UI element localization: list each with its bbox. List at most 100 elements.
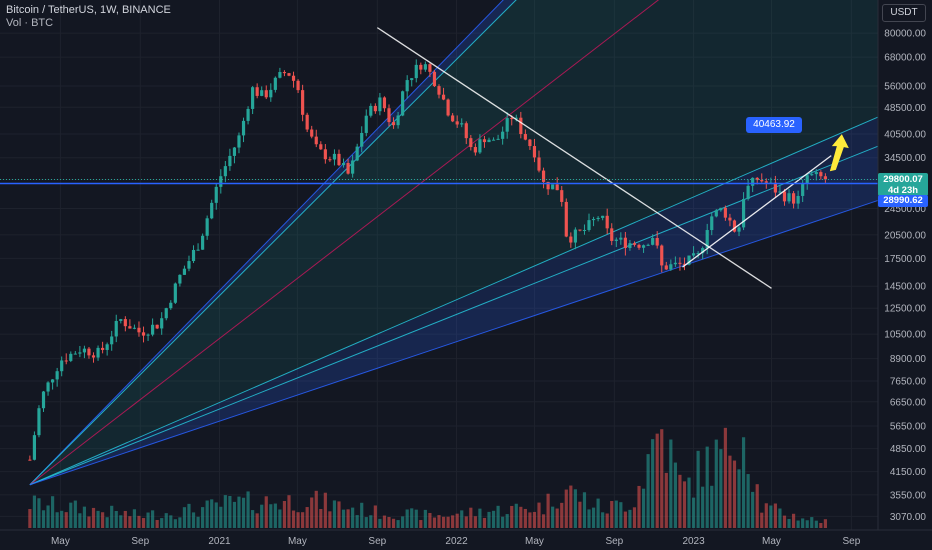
candle-body xyxy=(705,230,709,249)
x-tick-label: May xyxy=(525,536,544,547)
candle-body xyxy=(228,155,232,167)
volume-bar xyxy=(91,507,96,528)
volume-bar xyxy=(623,511,627,528)
volume-bar xyxy=(341,509,346,528)
volume-bar xyxy=(569,485,573,528)
volume-bar xyxy=(537,502,541,528)
volume-bar xyxy=(755,484,759,528)
volume-bar xyxy=(28,509,32,528)
candle-body xyxy=(410,78,414,81)
candle-body xyxy=(196,249,200,251)
y-tick-label: 68000.00 xyxy=(884,53,926,64)
candle-body xyxy=(119,319,123,321)
volume-bar xyxy=(791,513,796,528)
y-tick-label: 4850.00 xyxy=(890,444,927,455)
candle-body xyxy=(191,249,196,262)
volume-bar xyxy=(573,489,577,528)
fan-ray xyxy=(29,199,879,486)
candle-body xyxy=(814,172,818,175)
volume-bar xyxy=(205,500,209,528)
candle-body xyxy=(214,186,218,203)
candle-body xyxy=(532,146,537,158)
candle-body xyxy=(623,237,627,248)
volume-bar xyxy=(551,506,555,528)
volume-bar xyxy=(373,505,377,528)
volume-bar xyxy=(255,513,259,528)
volume-bar xyxy=(73,500,77,528)
candle-body xyxy=(569,236,573,243)
candle-body xyxy=(210,202,214,219)
volume-bar xyxy=(641,488,646,528)
candle-body xyxy=(655,238,659,246)
x-tick-label: May xyxy=(51,536,70,547)
volume-bar xyxy=(69,502,73,528)
candle-body xyxy=(64,360,68,362)
volume-bar xyxy=(146,512,150,528)
candle-body xyxy=(619,237,623,240)
volume-bar xyxy=(37,498,41,528)
volume-bar xyxy=(296,512,300,528)
candle-body xyxy=(269,89,273,98)
y-tick-label: 10500.00 xyxy=(884,330,926,341)
x-tick-label: Sep xyxy=(605,536,623,547)
candle-body xyxy=(637,244,641,248)
volume-bar xyxy=(510,505,514,528)
volume-bar xyxy=(332,500,337,528)
candle-body xyxy=(787,193,791,202)
candle-body xyxy=(764,181,768,183)
candle-body xyxy=(110,336,114,345)
candle-body xyxy=(387,108,391,123)
candle-body xyxy=(714,210,718,217)
volume-bar xyxy=(282,501,287,528)
volume-bar xyxy=(273,503,277,528)
volume-bar xyxy=(269,504,273,528)
candle-body xyxy=(328,159,332,161)
candle-body xyxy=(173,283,177,303)
volume-bar xyxy=(751,491,755,528)
volume-bar xyxy=(378,518,382,528)
candle-body xyxy=(219,176,223,187)
candle-body xyxy=(260,90,264,96)
volume-bar xyxy=(214,502,218,528)
candle-body xyxy=(669,264,673,270)
candle-body xyxy=(473,147,477,153)
volume-bar xyxy=(119,515,123,528)
y-tick-label: 3070.00 xyxy=(890,512,927,523)
volume-bar xyxy=(405,509,409,528)
candle-body xyxy=(782,191,787,202)
volume-bar xyxy=(32,495,37,528)
candle-body xyxy=(510,118,514,120)
y-tick-label: 14500.00 xyxy=(884,282,926,293)
candle-body xyxy=(701,248,705,254)
candle-body xyxy=(37,408,41,436)
volume-bar xyxy=(760,512,764,528)
candle-body xyxy=(169,302,173,309)
y-tick-label: 3550.00 xyxy=(890,490,927,501)
candle-body xyxy=(823,176,827,180)
x-tick-label: 2023 xyxy=(682,536,705,547)
candle-body xyxy=(337,153,341,166)
volume-bar xyxy=(173,519,177,528)
candle-body xyxy=(273,77,277,90)
volume-bar xyxy=(432,517,437,528)
candle-body xyxy=(305,114,309,130)
volume-bar xyxy=(414,509,418,528)
y-tick-label: 4150.00 xyxy=(890,467,927,478)
price-axis: 80000.00 68000.00 56000.00 48500.00 40500.00… xyxy=(877,0,932,550)
volume-bar xyxy=(482,517,487,528)
candle-body xyxy=(528,139,532,147)
candle-body xyxy=(551,184,555,190)
volume-bar xyxy=(491,510,496,528)
volume-bar xyxy=(732,460,737,528)
volume-bar xyxy=(396,520,400,528)
candle-body xyxy=(728,217,732,221)
volume-bar xyxy=(746,474,750,528)
volume-bar xyxy=(55,512,59,528)
currency-button[interactable]: USDT xyxy=(882,4,926,22)
candle-body xyxy=(751,177,755,186)
volume-bar xyxy=(728,455,732,528)
volume-bar xyxy=(182,507,187,528)
candle-body xyxy=(632,243,637,245)
fan-ray xyxy=(29,0,504,486)
